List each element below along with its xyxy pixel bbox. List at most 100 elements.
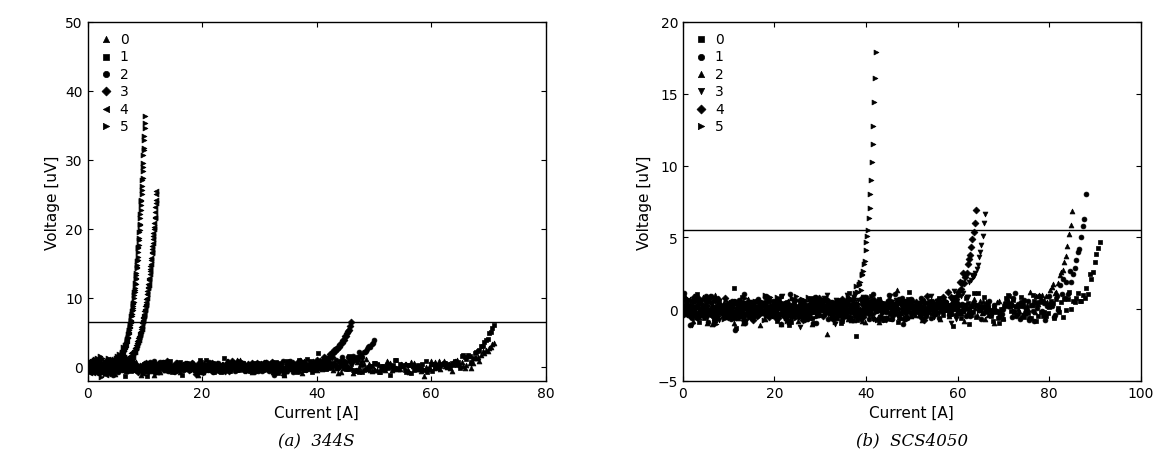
0 bbox=[887, 301, 906, 308]
5 bbox=[108, 363, 126, 370]
5 bbox=[691, 308, 710, 315]
1 bbox=[283, 365, 302, 373]
5 bbox=[749, 308, 768, 316]
4 bbox=[135, 310, 153, 318]
4 bbox=[101, 359, 119, 366]
3 bbox=[796, 316, 814, 323]
2 bbox=[927, 307, 945, 314]
3 bbox=[181, 362, 200, 369]
2 bbox=[259, 360, 277, 367]
3 bbox=[923, 302, 942, 309]
5 bbox=[751, 311, 770, 318]
2 bbox=[273, 367, 291, 375]
2 bbox=[211, 366, 229, 374]
3 bbox=[757, 309, 776, 316]
0 bbox=[825, 302, 844, 310]
1 bbox=[776, 300, 794, 308]
3 bbox=[736, 299, 755, 307]
2 bbox=[116, 365, 135, 373]
4 bbox=[915, 317, 934, 324]
4 bbox=[91, 367, 110, 375]
4 bbox=[862, 310, 881, 318]
1 bbox=[1007, 313, 1026, 320]
1 bbox=[706, 308, 724, 315]
5 bbox=[790, 308, 808, 316]
5 bbox=[89, 361, 108, 369]
1 bbox=[351, 362, 370, 369]
0 bbox=[172, 364, 191, 371]
1 bbox=[179, 360, 198, 368]
3 bbox=[257, 365, 276, 372]
3 bbox=[226, 362, 245, 369]
1 bbox=[856, 294, 875, 302]
4 bbox=[799, 315, 818, 322]
0 bbox=[130, 366, 149, 374]
2 bbox=[117, 362, 136, 369]
5 bbox=[734, 303, 752, 311]
5 bbox=[124, 295, 143, 302]
5 bbox=[122, 313, 140, 320]
1 bbox=[383, 363, 401, 370]
1 bbox=[804, 319, 823, 327]
1 bbox=[296, 367, 315, 374]
1 bbox=[782, 291, 800, 298]
3 bbox=[271, 364, 290, 372]
0 bbox=[902, 313, 921, 320]
0 bbox=[756, 298, 775, 306]
3 bbox=[681, 309, 700, 316]
1 bbox=[835, 298, 854, 305]
4 bbox=[810, 294, 828, 302]
4 bbox=[115, 353, 133, 361]
4 bbox=[961, 252, 979, 260]
0 bbox=[303, 365, 322, 372]
1 bbox=[353, 369, 372, 376]
3 bbox=[112, 359, 131, 367]
5 bbox=[866, 76, 885, 83]
1 bbox=[735, 290, 753, 297]
0 bbox=[234, 361, 253, 368]
2 bbox=[349, 357, 367, 364]
0 bbox=[895, 297, 914, 305]
4 bbox=[90, 367, 109, 374]
4 bbox=[921, 302, 940, 309]
0 bbox=[428, 363, 447, 370]
4 bbox=[958, 261, 977, 269]
0 bbox=[1037, 313, 1055, 320]
0 bbox=[1005, 308, 1024, 315]
2 bbox=[766, 310, 785, 318]
4 bbox=[139, 280, 158, 288]
0 bbox=[803, 314, 821, 321]
0 bbox=[863, 297, 882, 304]
1 bbox=[753, 310, 772, 317]
1 bbox=[889, 296, 908, 303]
1 bbox=[133, 367, 152, 374]
2 bbox=[950, 310, 969, 317]
1 bbox=[828, 300, 847, 307]
0 bbox=[377, 358, 395, 365]
3 bbox=[964, 274, 983, 281]
1 bbox=[335, 363, 353, 370]
3 bbox=[260, 365, 278, 373]
1 bbox=[769, 296, 787, 303]
3 bbox=[794, 306, 813, 313]
0 bbox=[971, 307, 990, 314]
2 bbox=[357, 347, 376, 355]
3 bbox=[841, 303, 860, 311]
3 bbox=[951, 292, 970, 300]
2 bbox=[1024, 301, 1042, 308]
1 bbox=[408, 362, 427, 369]
5 bbox=[122, 316, 140, 324]
3 bbox=[201, 367, 220, 374]
4 bbox=[128, 341, 146, 349]
5 bbox=[735, 318, 753, 325]
0 bbox=[724, 285, 743, 292]
4 bbox=[690, 301, 709, 308]
3 bbox=[220, 367, 239, 375]
1 bbox=[142, 367, 160, 374]
1 bbox=[153, 364, 172, 372]
4 bbox=[848, 313, 867, 321]
4 bbox=[909, 307, 928, 314]
4 bbox=[746, 305, 765, 313]
3 bbox=[831, 301, 849, 308]
1 bbox=[412, 364, 431, 372]
